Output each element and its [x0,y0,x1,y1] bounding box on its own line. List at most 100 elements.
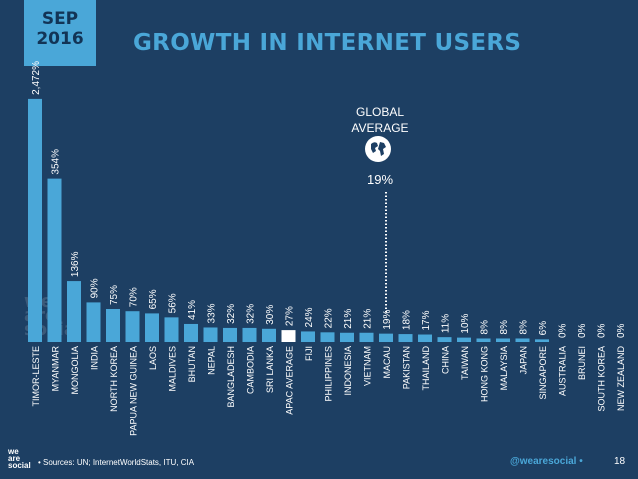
category-label: MALAYSIA [499,346,509,390]
value-label: 17% [421,310,432,330]
bar-vietnam [359,332,374,342]
footer-logo-line: social [8,461,31,470]
value-label: 8% [499,320,510,335]
category-label: PHILIPPINES [324,346,334,402]
bar-north-korea [106,309,120,342]
value-label: 10% [460,313,471,333]
bar-singapore [535,339,549,342]
category-label: INDIA [90,346,100,370]
category-label: TAIWAN [460,346,470,380]
category-label: JAPAN [519,346,529,374]
category-label: FIJI [304,346,314,361]
page-number: 18 [614,456,626,467]
value-label: 0% [597,323,608,338]
global-average-label-line: AVERAGE [351,121,409,135]
source-note: • Sources: UN; InternetWorldStats, ITU, … [38,458,195,467]
page-title: GROWTH IN INTERNET USERS [133,30,522,56]
bar-cambodia [242,327,257,342]
category-label: TIMOR-LESTE [31,346,41,407]
bar-china [437,337,452,342]
bar-japan [515,338,530,342]
value-label: 30% [265,305,276,325]
value-label: 354% [51,149,62,175]
value-label: 2,472% [31,61,42,95]
bar-fiji [301,331,315,342]
bar-india [86,302,101,342]
value-label: 27% [285,306,296,326]
value-label: 0% [558,323,569,338]
bar-malaysia [496,338,510,342]
category-label: BRUNEI [577,346,587,380]
value-label: 32% [226,304,237,324]
bar-myanmar [47,178,62,342]
value-label: 70% [129,287,140,307]
bar-thailand [418,334,432,342]
footer-logo-line: are [8,454,21,463]
category-label: NORTH KOREA [109,346,119,412]
value-label: 19% [382,310,393,330]
bar-apac-average [281,330,296,342]
bar-bhutan [184,323,198,342]
category-label: BANGLADESH [226,346,236,408]
footer-logo: we are social [8,447,34,470]
bar-taiwan [457,337,471,342]
global-average-label: GLOBAL AVERAGE [330,104,430,136]
category-label: NEW ZEALAND [616,346,626,412]
category-label: CAMBODIA [246,346,256,394]
category-label: VIETNAM [363,346,373,386]
category-label: HONG KONG [480,346,490,402]
date-badge: SEP 2016 [24,0,96,66]
value-label: 6% [538,321,549,336]
bar-philippines [320,332,335,342]
value-label: 22% [324,308,335,328]
bar-maldives [164,317,179,342]
category-label: SINGAPORE [538,346,548,400]
category-label: MONGOLIA [70,346,80,395]
bar-macau [379,333,393,342]
bar-sri-lanka [262,328,276,342]
value-label: 90% [90,278,101,298]
category-label: PAKISTAN [402,346,412,389]
value-label: 24% [304,307,315,327]
category-label: PAPUA NEW GUINEA [129,346,139,436]
globe-icon [365,136,391,162]
value-label: 136% [70,251,81,277]
global-average-label-line: GLOBAL [355,105,405,119]
category-label: INDONESIA [343,346,353,396]
bar-pakistan [398,334,413,342]
category-label: AUSTRALIA [558,346,568,396]
bar-timor-leste [28,98,42,342]
value-label: 11% [441,314,452,333]
value-label: 65% [148,289,159,309]
category-label: MACAU [382,346,392,379]
value-label: 21% [363,309,374,329]
category-label: MALDIVES [168,346,178,392]
global-average-value: 19% [366,172,394,187]
value-label: 0% [616,323,627,338]
bar-papua-new-guinea [125,311,140,342]
bar-indonesia [340,332,354,342]
footer-logo-line: we [8,447,19,456]
value-label: 18% [402,310,413,330]
category-label: SOUTH KOREA [597,346,607,412]
category-label: THAILAND [421,346,431,391]
value-label: 8% [480,320,491,335]
value-label: 8% [519,320,530,335]
value-label: 75% [109,285,120,305]
value-label: 33% [207,303,218,323]
value-label: 32% [246,304,257,324]
value-label: 21% [343,309,354,329]
social-handle[interactable]: @wearesocial • [510,456,583,467]
value-label: 41% [187,300,198,320]
category-label: LAOS [148,346,158,370]
bar-nepal [203,327,218,342]
value-label: 0% [577,323,588,338]
category-label: CHINA [441,346,451,374]
category-label: BHUTAN [187,346,197,382]
bar-hong-kong [476,338,491,342]
category-label: NEPAL [207,346,217,375]
bar-mongolia [67,281,81,342]
category-label: MYANMAR [51,346,61,392]
bar-laos [145,313,159,342]
date-month: SEP [41,9,79,29]
